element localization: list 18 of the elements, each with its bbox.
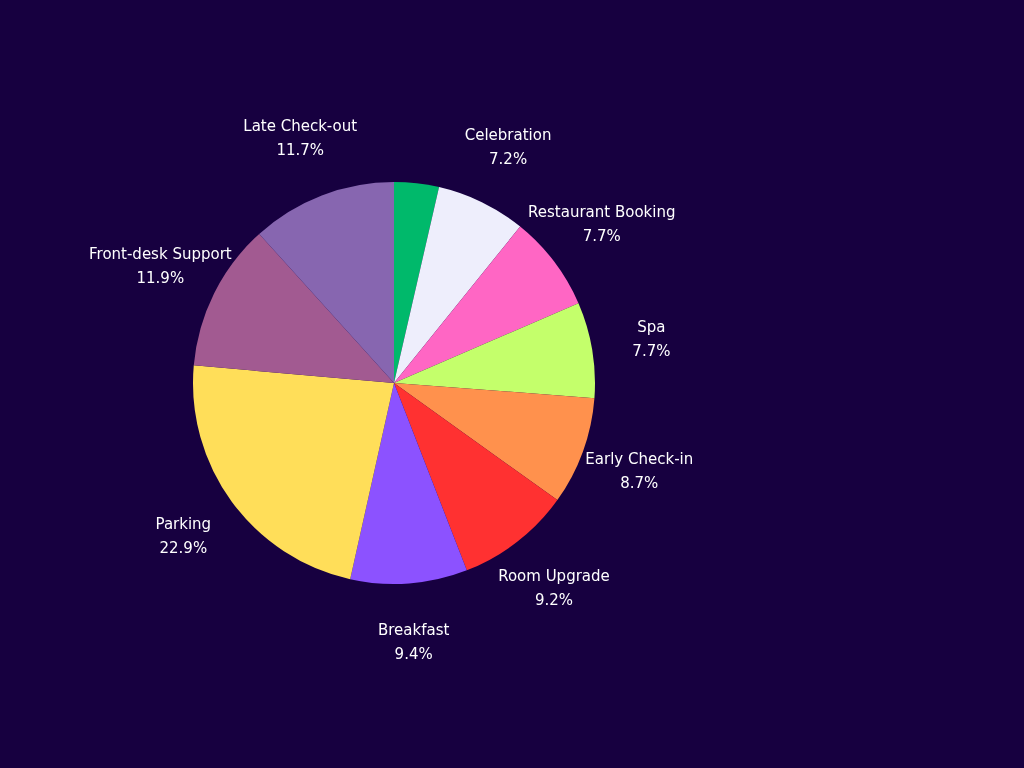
slice-label: Spa — [637, 317, 666, 336]
slice-label: Breakfast — [377, 621, 450, 640]
slice-label: Celebration — [464, 126, 552, 145]
data-label: 8.7% — [620, 474, 659, 493]
slice-label: Restaurant Booking — [528, 202, 676, 221]
data-label: 9.2% — [534, 591, 574, 610]
data-label: 7.2% — [489, 150, 528, 169]
slice-label: Early Check-in — [585, 450, 694, 469]
slice-label: Parking — [155, 514, 212, 533]
data-label: 11.9% — [136, 268, 185, 287]
slice-label: Room Upgrade — [498, 567, 610, 586]
data-label: 11.7% — [276, 141, 325, 160]
data-label: 7.7% — [632, 341, 671, 360]
slice-label: Front-desk Support — [89, 244, 232, 263]
slice-label: Late Check-out — [243, 117, 358, 136]
data-label: 9.4% — [394, 645, 433, 664]
data-label: 22.9% — [159, 538, 208, 557]
data-label: 7.7% — [582, 226, 621, 245]
